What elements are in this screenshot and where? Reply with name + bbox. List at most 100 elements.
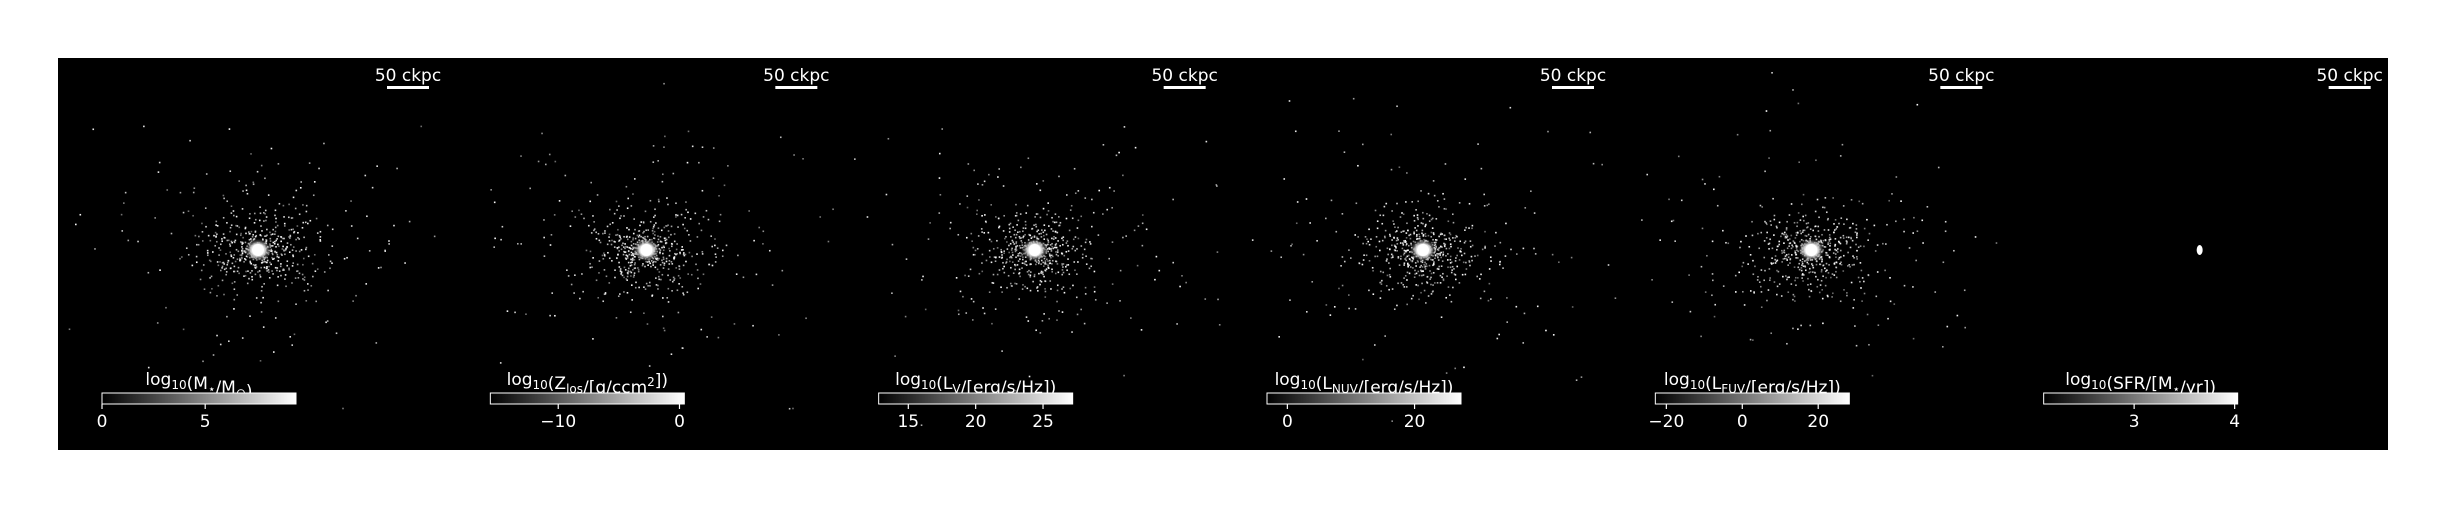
- star-particle: [1019, 237, 1021, 240]
- star-particle: [1530, 190, 1532, 193]
- star-particle: [1838, 241, 1841, 244]
- star-particle: [652, 261, 654, 264]
- star-particle: [1421, 232, 1424, 235]
- star-particle: [294, 207, 297, 210]
- star-particle: [1417, 238, 1419, 240]
- star-particle: [1439, 233, 1442, 236]
- scalebar-label: 50 ckpc: [375, 66, 441, 86]
- star-particle: [1436, 199, 1439, 202]
- star-particle: [1374, 255, 1376, 258]
- star-particle: [1440, 265, 1443, 267]
- star-particle: [1080, 215, 1083, 218]
- star-particle: [280, 253, 283, 255]
- star-particle: [1772, 197, 1774, 200]
- star-particle: [1835, 261, 1838, 264]
- star-particle: [1831, 296, 1833, 298]
- star-particle: [1393, 244, 1396, 247]
- star-particle: [1118, 151, 1120, 154]
- star-particle: [243, 275, 245, 277]
- star-particle: [1410, 242, 1412, 245]
- star-particle: [712, 177, 715, 179]
- star-particle: [1039, 216, 1042, 219]
- star-particle: [288, 203, 290, 206]
- star-particle: [1798, 268, 1801, 271]
- star-particle: [1216, 185, 1218, 187]
- star-particle: [558, 200, 561, 202]
- star-particle: [1859, 262, 1862, 264]
- scalebar: [387, 86, 429, 89]
- star-particle: [305, 204, 308, 207]
- star-particle: [1465, 268, 1468, 270]
- star-particle: [984, 214, 986, 216]
- star-particle: [1522, 247, 1525, 250]
- star-particle: [500, 238, 502, 241]
- star-particle: [1396, 105, 1398, 108]
- star-particle: [297, 276, 300, 279]
- star-particle: [1815, 275, 1817, 278]
- star-particle: [272, 241, 275, 244]
- star-particle: [266, 270, 268, 272]
- star-particle: [319, 238, 322, 241]
- star-particle: [681, 246, 684, 248]
- star-particle: [619, 293, 621, 295]
- star-particle: [292, 228, 295, 231]
- star-particle: [1768, 279, 1771, 282]
- star-particle: [949, 221, 952, 224]
- star-particle: [1797, 277, 1799, 279]
- star-particle: [1408, 254, 1410, 257]
- star-particle: [959, 203, 961, 205]
- star-particle: [1036, 230, 1038, 233]
- star-particle: [618, 246, 620, 248]
- star-particle: [233, 308, 235, 310]
- star-particle: [1764, 220, 1766, 223]
- star-particle: [288, 216, 290, 219]
- star-particle: [1440, 316, 1443, 319]
- star-particle: [1009, 260, 1011, 263]
- star-particle: [1108, 186, 1111, 189]
- star-particle: [718, 195, 720, 197]
- star-particle: [1408, 272, 1411, 275]
- star-particle: [214, 231, 217, 234]
- star-particle: [1551, 253, 1554, 256]
- star-particle: [1795, 257, 1798, 259]
- star-particle: [1420, 270, 1423, 273]
- star-particle: [1432, 259, 1434, 261]
- scalebar: [2328, 86, 2371, 89]
- star-particle: [1885, 243, 1887, 245]
- star-particle: [662, 258, 665, 260]
- star-particle: [637, 267, 639, 269]
- star-particle: [232, 256, 235, 259]
- star-particle: [298, 272, 301, 275]
- star-particle: [1054, 272, 1057, 275]
- star-particle: [271, 250, 274, 252]
- star-particle: [1490, 260, 1492, 262]
- star-particle: [793, 154, 795, 156]
- star-particle: [1052, 238, 1055, 240]
- image-background: [58, 58, 2388, 450]
- star-particle: [1753, 292, 1755, 294]
- star-particle: [1021, 288, 1024, 290]
- star-particle: [1770, 263, 1773, 265]
- star-particle: [632, 252, 634, 255]
- star-particle: [1413, 219, 1416, 222]
- star-particle: [659, 252, 661, 255]
- star-particle: [1008, 227, 1011, 230]
- star-particle: [1001, 254, 1003, 256]
- star-particle: [662, 245, 665, 247]
- star-particle: [1035, 223, 1037, 226]
- star-particle: [1075, 296, 1078, 299]
- colorbar: [101, 392, 297, 405]
- star-particle: [1494, 245, 1496, 247]
- star-particle: [1338, 130, 1340, 132]
- star-particle: [1309, 222, 1311, 224]
- star-particle: [1020, 240, 1023, 242]
- star-particle: [1431, 259, 1433, 261]
- star-particle: [1447, 220, 1450, 223]
- star-particle: [679, 251, 681, 254]
- star-particle: [1785, 227, 1788, 229]
- star-particle: [1057, 240, 1059, 242]
- star-particle: [291, 282, 293, 284]
- star-particle: [240, 232, 242, 235]
- star-particle: [1407, 264, 1409, 266]
- star-particle: [1008, 223, 1011, 226]
